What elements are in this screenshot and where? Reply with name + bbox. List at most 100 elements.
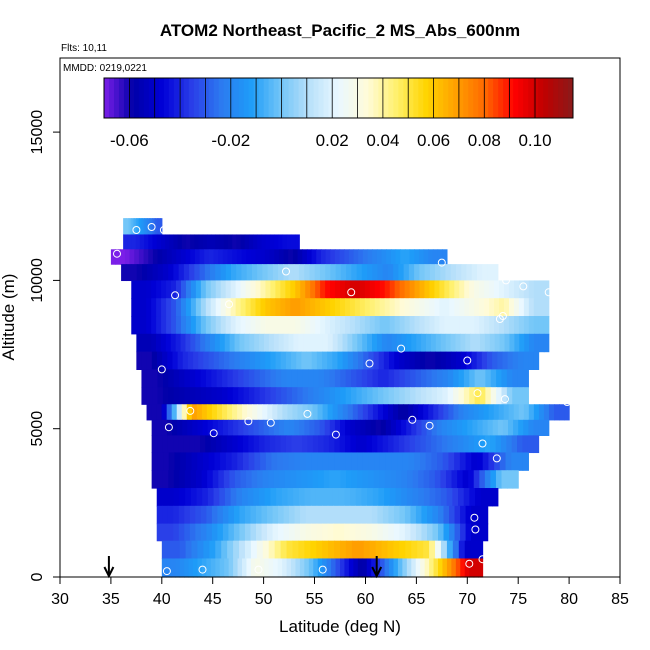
heatmap-cell-11-10 (196, 404, 203, 421)
heatmap-cell-15-13 (223, 470, 230, 489)
colorbar-swatch-88 (543, 78, 549, 118)
sample-point-28 (209, 429, 218, 438)
heatmap-cell-3-43 (346, 264, 352, 282)
heatmap-cell-8-76 (528, 351, 534, 370)
heatmap-cell-6-65 (454, 316, 460, 335)
heatmap-cell-4-5 (156, 280, 162, 299)
heatmap-cell-20-6 (188, 558, 194, 578)
heatmap-cell-3-19 (220, 264, 227, 282)
heatmap-cell-11-43 (362, 404, 369, 421)
heatmap-cell-2-17 (190, 249, 196, 265)
heatmap-cell-12-25 (278, 419, 285, 436)
heatmap-cell-20-33 (308, 558, 314, 578)
heatmap-cell-5-3 (146, 298, 152, 317)
heatmap-cell-2-5 (134, 249, 140, 265)
heatmap-cell-6-43 (344, 316, 351, 335)
heatmap-cell-6-17 (215, 316, 222, 335)
heatmap-cell-13-43 (382, 435, 389, 454)
colorbar-swatch-54 (373, 78, 379, 118)
heatmap-cell-1-26 (232, 234, 237, 250)
heatmap-cell-20-9 (201, 558, 207, 578)
heatmap-cell-3-12 (183, 264, 190, 282)
heatmap-cell-9-9 (189, 369, 196, 388)
heatmap-cell-7-43 (347, 333, 353, 353)
heatmap-cell-13-66 (506, 435, 513, 454)
sample-point-18 (473, 389, 482, 398)
heatmap-cell-4-69 (474, 280, 480, 299)
heatmap-cell-3-32 (288, 264, 295, 282)
heatmap-cell-5-4 (151, 298, 157, 317)
heatmap-cell-10-20 (248, 387, 255, 405)
heatmap-cell-11-64 (468, 404, 475, 421)
heatmap-cell-4-15 (205, 280, 212, 299)
heatmap-cell-18-46 (410, 523, 417, 542)
heatmap-cell-5-25 (255, 298, 262, 317)
heatmap-cell-10-31 (308, 387, 315, 405)
heatmap-cell-3-64 (455, 264, 462, 282)
heatmap-cell-18-23 (283, 523, 290, 542)
heatmap-cell-5-2 (141, 298, 147, 317)
colorbar-swatch-7 (138, 78, 145, 118)
heatmap-cell-15-12 (218, 470, 225, 489)
heatmap-cell-20-25 (273, 558, 279, 578)
heatmap-cell-13-59 (468, 435, 475, 454)
heatmap-cell-1-6 (148, 234, 154, 250)
heatmap-cell-16-46 (418, 488, 425, 507)
sample-point-21 (186, 406, 195, 415)
colorbar-swatch-19 (198, 78, 205, 118)
colorbar-swatch-62 (413, 78, 419, 118)
heatmap-cell-6-24 (250, 316, 257, 335)
heatmap-cell-9-20 (248, 369, 255, 388)
heatmap-cell-3-9 (168, 264, 175, 282)
heatmap-cell-9-13 (211, 369, 218, 388)
heatmap-cell-5-64 (449, 298, 455, 317)
heatmap-cell-9-44 (377, 369, 384, 388)
heatmap-cell-8-59 (440, 351, 447, 370)
heatmap-cell-8-36 (321, 351, 328, 370)
heatmap-cell-7-40 (332, 333, 339, 353)
heatmap-cell-13-69 (522, 435, 529, 454)
heatmap-cell-12-58 (446, 419, 453, 436)
heatmap-cell-14-27 (305, 452, 313, 471)
heatmap-cell-4-64 (449, 280, 455, 299)
heatmap-cell-14-26 (300, 452, 307, 471)
heatmap-cell-12-74 (528, 419, 535, 436)
heatmap-cell-10-32 (313, 387, 320, 405)
heatmap-cell-9-8 (184, 369, 191, 388)
heatmap-cell-17-12 (222, 505, 230, 525)
heatmap-cell-0-20 (155, 218, 158, 236)
heatmap-cell-10-9 (189, 387, 196, 405)
heatmap-cell-11-13 (211, 404, 218, 421)
heatmap-cell-5-66 (459, 298, 465, 317)
heatmap-cell-2-46 (325, 249, 331, 265)
heatmap-cell-12-62 (467, 419, 473, 436)
heatmap-cell-20-60 (429, 558, 435, 578)
heatmap-cell-6-12 (190, 316, 197, 335)
heatmap-cell-4-14 (200, 280, 207, 299)
sample-point-22 (303, 409, 312, 418)
heatmap-cell-5-24 (250, 298, 257, 317)
colorbar-swatch-41 (308, 78, 315, 118)
heatmap-cell-9-3 (157, 369, 164, 388)
heatmap-cell-7-0 (136, 333, 142, 353)
heatmap-cell-3-0 (121, 264, 127, 282)
heatmap-cell-7-6 (165, 333, 172, 353)
heatmap-cell-3-1 (126, 264, 133, 282)
colorbar-swatch-33 (268, 78, 275, 118)
heatmap-cell-14-8 (197, 452, 204, 471)
heatmap-cell-19-48 (446, 540, 454, 560)
heatmap-cell-12-31 (309, 419, 316, 436)
heatmap-cell-8-24 (260, 351, 266, 370)
colorbar-swatch-67 (438, 78, 444, 118)
heatmap-cell-20-32 (304, 558, 310, 578)
heatmap-cell-11-52 (408, 404, 414, 421)
heatmap-cell-15-7 (190, 470, 197, 489)
heatmap-cell-9-22 (259, 369, 266, 388)
heatmap-cell-9-27 (286, 369, 293, 388)
colorbar-swatch-70 (453, 78, 459, 118)
heatmap-cell-6-32 (290, 316, 296, 335)
heatmap-cell-7-83 (543, 333, 550, 353)
heatmap-cell-11-69 (493, 404, 500, 421)
heatmap-cell-7-30 (283, 333, 290, 353)
heatmap-cell-16-11 (219, 488, 226, 507)
